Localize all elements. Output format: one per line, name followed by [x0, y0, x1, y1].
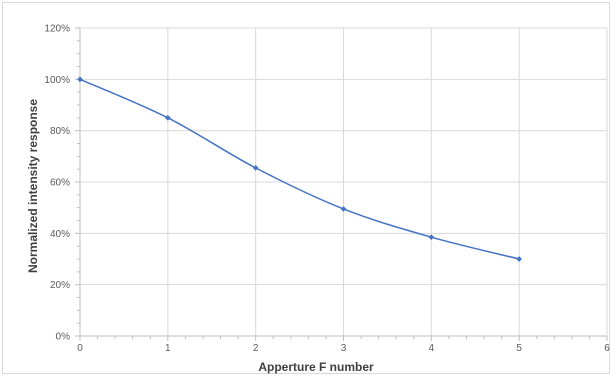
series-group — [77, 76, 523, 262]
x-axis-title: Apperture F number — [258, 360, 374, 374]
data-point-marker — [516, 256, 523, 262]
y-axis-title: Normalized intensity response — [26, 99, 40, 273]
data-point-marker — [340, 205, 347, 212]
y-tick-label: 40% — [50, 229, 70, 240]
x-tick-label: 1 — [165, 343, 171, 354]
y-tick-label: 0% — [56, 332, 71, 343]
y-tick-label: 80% — [50, 126, 70, 137]
data-point-marker — [428, 234, 435, 241]
y-tick-label: 120% — [44, 24, 70, 35]
x-tick-label: 2 — [253, 343, 259, 354]
x-tick-label: 3 — [341, 343, 347, 354]
data-point-marker — [77, 76, 83, 83]
y-tick-labels: 0% 20% 40% 60% 80% 100% 120% — [44, 24, 70, 343]
x-tick-label: 0 — [77, 343, 83, 354]
x-tick-label: 6 — [604, 343, 610, 354]
x-tick-label: 4 — [429, 343, 435, 354]
axes — [75, 27, 608, 341]
x-tick-label: 5 — [516, 343, 522, 354]
y-tick-label: 20% — [50, 280, 70, 291]
data-point-marker — [164, 114, 171, 121]
data-point-marker — [252, 164, 259, 171]
gridlines — [80, 27, 608, 336]
series-line — [79, 78, 520, 260]
y-tick-label: 60% — [50, 178, 70, 189]
y-tick-label: 100% — [44, 75, 70, 86]
chart-area — [2, 2, 610, 374]
x-tick-labels: 0 1 2 3 4 5 6 — [77, 343, 610, 354]
